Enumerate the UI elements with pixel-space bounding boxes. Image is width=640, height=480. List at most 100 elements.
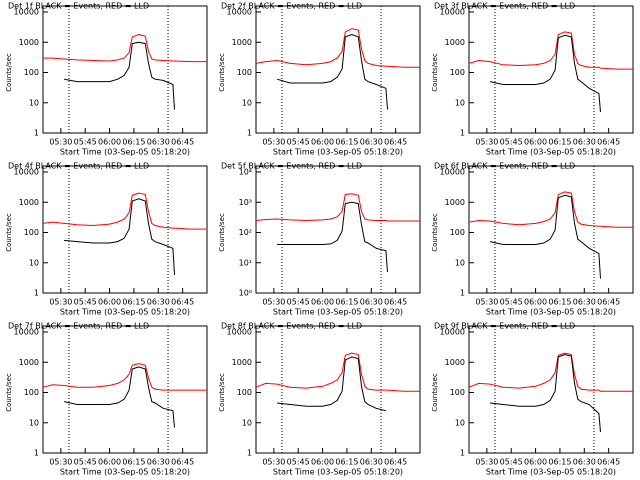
x-tick-label: 06:15 bbox=[335, 138, 358, 147]
y-tick-label: 1000 bbox=[232, 358, 252, 367]
y-tick-label: 10⁰ bbox=[239, 289, 252, 298]
x-tick-label: 06:15 bbox=[548, 138, 571, 147]
x-tick-label: 06:30 bbox=[573, 298, 596, 307]
y-tick-label: 10¹ bbox=[239, 258, 252, 267]
series-line bbox=[64, 198, 175, 275]
y-axis-label: Counts/sec bbox=[218, 373, 226, 412]
x-tick-label: 06:00 bbox=[524, 298, 547, 307]
y-tick-label: 10000 bbox=[440, 168, 465, 177]
y-axis-label: Counts/sec bbox=[431, 53, 439, 92]
x-tick-label: 06:00 bbox=[311, 298, 334, 307]
y-tick-label: 100 bbox=[450, 228, 465, 237]
panel: Det 8f BLACK = Events, RED = LLD Counts/s… bbox=[218, 322, 421, 477]
x-tick-label: 06:30 bbox=[360, 298, 383, 307]
y-tick-label: 1000 bbox=[19, 358, 39, 367]
x-tick-label: 05:30 bbox=[49, 298, 72, 307]
x-tick-label: 06:00 bbox=[98, 138, 121, 147]
x-tick-label: 06:45 bbox=[597, 298, 620, 307]
series-line bbox=[277, 201, 388, 272]
series-line bbox=[277, 356, 387, 412]
plot-frame bbox=[255, 325, 421, 454]
x-tick-label: 06:30 bbox=[147, 298, 170, 307]
y-tick-label: 10 bbox=[29, 258, 39, 267]
y-tick-label: 10⁴ bbox=[239, 168, 252, 177]
y-tick-label: 1 bbox=[460, 449, 465, 458]
x-tick-label: 05:30 bbox=[475, 298, 498, 307]
series-line bbox=[64, 41, 175, 110]
x-tick-label: 05:45 bbox=[287, 298, 310, 307]
series-line bbox=[490, 353, 601, 432]
y-tick-label: 10 bbox=[29, 98, 39, 107]
series-line bbox=[255, 193, 420, 222]
x-tick-label: 06:30 bbox=[573, 458, 596, 467]
series-line bbox=[489, 194, 601, 279]
chart-title: Det 1f BLACK = Events, RED = LLD bbox=[8, 2, 149, 11]
x-tick-label: 06:15 bbox=[335, 298, 358, 307]
x-axis-label: Start Time (03-Sep-05 05:18:20) bbox=[60, 308, 190, 317]
y-axis-label: Counts/sec bbox=[5, 213, 13, 252]
x-tick-label: 05:30 bbox=[475, 138, 498, 147]
y-tick-label: 1 bbox=[34, 289, 39, 298]
x-tick-label: 06:45 bbox=[171, 298, 194, 307]
x-tick-label: 06:15 bbox=[122, 138, 145, 147]
x-tick-label: 06:45 bbox=[384, 138, 407, 147]
x-tick-label: 06:45 bbox=[597, 458, 620, 467]
panel: Det 4f BLACK = Events, RED = LLD Counts/s… bbox=[5, 162, 208, 317]
x-axis-label: Start Time (03-Sep-05 05:18:20) bbox=[486, 308, 616, 317]
y-axis-label: Counts/sec bbox=[218, 53, 226, 92]
series-line bbox=[468, 191, 633, 228]
panel: Det 5f BLACK = Events, RED = LLD Counts/s… bbox=[218, 162, 421, 317]
x-tick-label: 05:30 bbox=[49, 138, 72, 147]
y-tick-label: 1000 bbox=[19, 38, 39, 47]
y-tick-label: 1 bbox=[34, 449, 39, 458]
chart-title: Det 6f BLACK = Events, RED = LLD bbox=[434, 162, 575, 171]
series-line bbox=[42, 192, 207, 230]
y-tick-label: 100 bbox=[237, 388, 252, 397]
y-tick-label: 100 bbox=[24, 228, 39, 237]
y-tick-label: 1000 bbox=[445, 38, 465, 47]
plot-frame bbox=[468, 325, 634, 454]
x-axis-label: Start Time (03-Sep-05 05:18:20) bbox=[60, 468, 190, 477]
y-tick-label: 100 bbox=[450, 68, 465, 77]
x-tick-label: 05:45 bbox=[500, 138, 523, 147]
y-axis-label: Counts/sec bbox=[5, 373, 13, 412]
plot-frame bbox=[42, 165, 208, 294]
series-line bbox=[63, 366, 175, 428]
y-tick-label: 10 bbox=[455, 258, 465, 267]
series-line bbox=[468, 31, 633, 70]
x-tick-label: 06:30 bbox=[360, 458, 383, 467]
x-tick-label: 06:15 bbox=[548, 458, 571, 467]
y-tick-label: 10² bbox=[239, 228, 252, 237]
x-tick-label: 06:15 bbox=[335, 458, 358, 467]
y-tick-label: 10000 bbox=[227, 328, 252, 337]
y-tick-label: 10000 bbox=[440, 8, 465, 17]
panel: Det 7f BLACK = Events, RED = LLD Counts/s… bbox=[5, 322, 208, 477]
chart-title: Det 4f BLACK = Events, RED = LLD bbox=[8, 162, 149, 171]
panel: Det 3f BLACK = Events, RED = LLD Counts/s… bbox=[431, 2, 634, 157]
plot-frame bbox=[255, 165, 421, 294]
y-tick-label: 1000 bbox=[19, 198, 39, 207]
y-tick-label: 10000 bbox=[14, 168, 39, 177]
chart-title: Det 9f BLACK = Events, RED = LLD bbox=[434, 322, 575, 331]
x-tick-label: 05:30 bbox=[262, 138, 285, 147]
series-line bbox=[489, 34, 601, 112]
x-axis-label: Start Time (03-Sep-05 05:18:20) bbox=[60, 148, 190, 157]
x-tick-label: 06:15 bbox=[548, 298, 571, 307]
plot-frame bbox=[42, 5, 208, 134]
y-axis-label: Counts/sec bbox=[218, 213, 226, 252]
x-tick-label: 05:45 bbox=[287, 138, 310, 147]
x-axis-label: Start Time (03-Sep-05 05:18:20) bbox=[273, 308, 403, 317]
y-tick-label: 1 bbox=[34, 129, 39, 138]
x-tick-label: 06:30 bbox=[573, 138, 596, 147]
y-tick-label: 10000 bbox=[440, 328, 465, 337]
x-tick-label: 06:15 bbox=[122, 298, 145, 307]
y-tick-label: 100 bbox=[24, 388, 39, 397]
y-tick-label: 100 bbox=[24, 68, 39, 77]
chart-title: Det 7f BLACK = Events, RED = LLD bbox=[8, 322, 149, 331]
y-axis-label: Counts/sec bbox=[431, 213, 439, 252]
x-tick-label: 05:45 bbox=[74, 458, 97, 467]
x-tick-label: 06:45 bbox=[384, 458, 407, 467]
y-tick-label: 10³ bbox=[239, 198, 252, 207]
y-tick-label: 1000 bbox=[232, 38, 252, 47]
x-axis-label: Start Time (03-Sep-05 05:18:20) bbox=[486, 468, 616, 477]
